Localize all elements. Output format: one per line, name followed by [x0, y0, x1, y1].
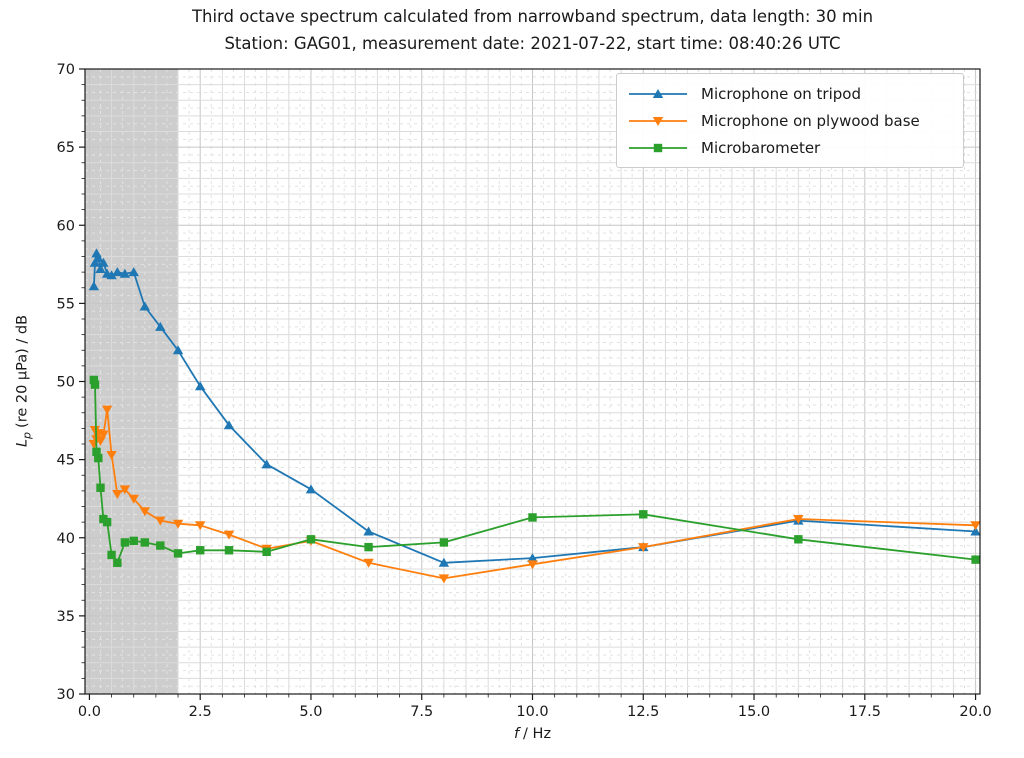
svg-text:40: 40 [57, 531, 75, 547]
svg-text:45: 45 [57, 453, 75, 469]
series-plywood [88, 405, 981, 584]
square-line-icon [629, 143, 687, 152]
legend-label: Microphone on plywood base [701, 111, 920, 130]
svg-text:0.0: 0.0 [78, 704, 101, 720]
x-axis-label: f / Hz [513, 726, 552, 742]
svg-text:12.5: 12.5 [627, 704, 659, 720]
svg-text:55: 55 [57, 296, 75, 312]
series-microbarometer [89, 375, 980, 567]
grid [85, 68, 980, 695]
legend-label: Microbarometer [701, 138, 821, 157]
svg-text:2.5: 2.5 [189, 704, 212, 720]
legend: Microphone on tripod Microphone on plywo… [616, 73, 964, 168]
svg-text:10.0: 10.0 [516, 704, 548, 720]
legend-item-microbarometer: Microbarometer [627, 134, 953, 161]
svg-text:70: 70 [57, 62, 75, 78]
chart-title-line2: Station: GAG01, measurement date: 2021-0… [224, 34, 841, 53]
svg-text:15.0: 15.0 [738, 704, 770, 720]
svg-text:65: 65 [57, 140, 75, 156]
series-tripod [88, 248, 981, 567]
legend-item-plywood: Microphone on plywood base [627, 107, 953, 134]
svg-text:5.0: 5.0 [299, 704, 322, 720]
y-axis-label: Lp(re 20 μPa) / dB [14, 314, 34, 448]
svg-text:7.5: 7.5 [410, 704, 433, 720]
svg-text:50: 50 [57, 375, 75, 391]
chart-title-line1: Third octave spectrum calculated from na… [191, 7, 874, 26]
ticks [79, 68, 977, 700]
svg-text:17.5: 17.5 [849, 704, 881, 720]
svg-text:60: 60 [57, 218, 75, 234]
svg-text:35: 35 [57, 609, 75, 625]
tick-labels: 0.0 2.5 5.0 7.5 10.0 12.5 15.0 17.5 20.0 30 35 40 45… [57, 62, 992, 720]
triangle-down-line-icon [629, 116, 687, 126]
legend-label: Microphone on tripod [701, 84, 861, 103]
triangle-up-line-icon [629, 88, 687, 98]
svg-text:20.0: 20.0 [959, 704, 991, 720]
svg-text:30: 30 [57, 687, 75, 703]
legend-item-tripod: Microphone on tripod [627, 80, 953, 107]
